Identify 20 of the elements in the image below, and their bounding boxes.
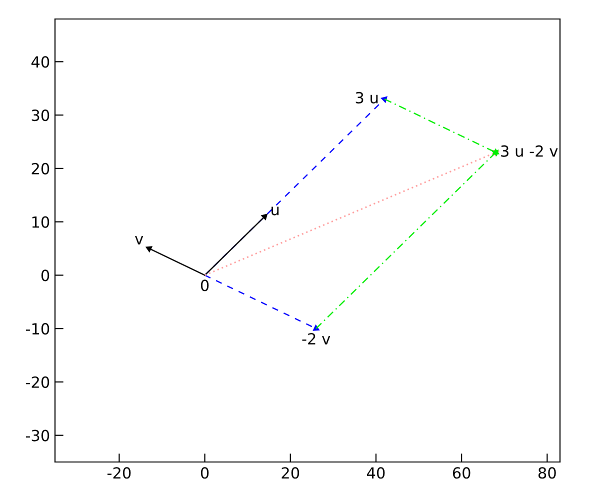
x-tick-label: 40 xyxy=(367,467,385,479)
y-tick-label: 40 xyxy=(31,56,50,68)
annotation: v xyxy=(135,236,144,244)
annotation: u xyxy=(272,206,279,216)
annotation: -2 v xyxy=(302,333,330,344)
y-tick-label: 0 xyxy=(41,270,50,282)
y-tick-label: -10 xyxy=(26,323,50,335)
x-tick-label: 20 xyxy=(282,467,300,479)
y-tick-label: 10 xyxy=(32,216,50,228)
annotation: 0 xyxy=(200,280,209,292)
y-tick-label: -30 xyxy=(26,430,50,442)
x-tick-label: -20 xyxy=(107,467,131,479)
x-tick-label: 80 xyxy=(538,467,556,479)
x-tick-label: 0 xyxy=(200,467,209,479)
y-tick-label: 20 xyxy=(32,162,50,174)
annotation: 3 u -2 v xyxy=(501,145,558,157)
y-tick-label: 30 xyxy=(32,110,50,122)
annotation: 3 u xyxy=(356,92,378,104)
y-tick-label: -20 xyxy=(26,376,50,388)
x-tick-label: 60 xyxy=(452,467,470,479)
